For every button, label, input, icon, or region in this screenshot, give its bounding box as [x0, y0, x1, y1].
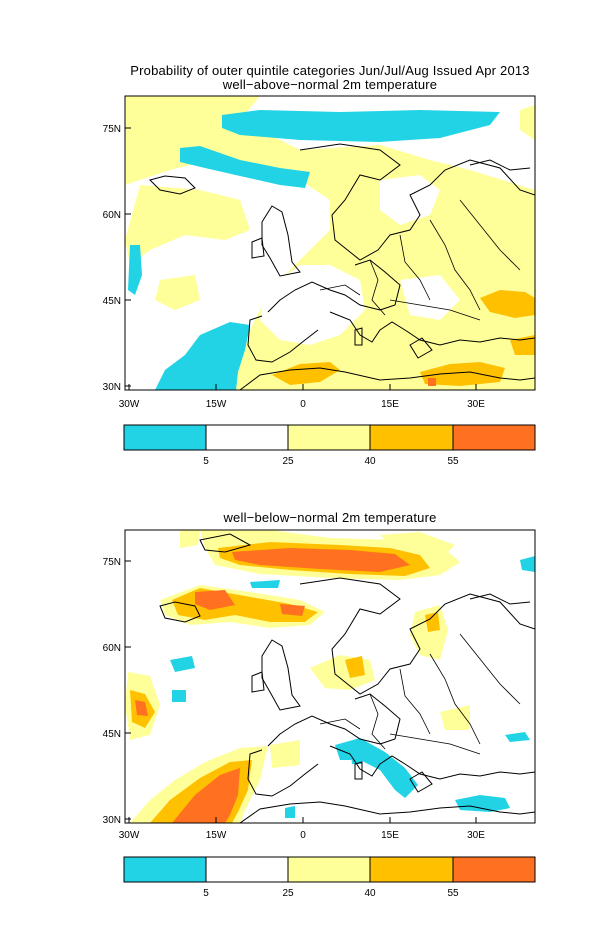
lat-axis-above: 75N 60N 45N 30N: [103, 124, 131, 393]
colorbar-swatch-5-25: [206, 425, 288, 450]
borders-above: [319, 199, 521, 321]
main-title: Probability of outer quintile categories…: [130, 63, 530, 78]
region-below-5: [455, 795, 510, 812]
subtitle-above: well−above−normal 2m temperature: [222, 77, 438, 92]
region-below-5: [505, 732, 530, 742]
subtitle-below: well−below−normal 2m temperature: [223, 510, 437, 525]
lon-tick-label: 15W: [206, 399, 227, 410]
region-below-5: [250, 580, 280, 588]
region-40-55: [425, 612, 440, 632]
lon-axis-below: 30W 15W 0 15E 30E: [119, 817, 485, 841]
region-above-55: [280, 604, 305, 616]
region-above-55: [195, 590, 235, 610]
lat-tick-label: 60N: [103, 643, 121, 654]
coastlines-above: [149, 143, 535, 390]
lon-tick-label: 15W: [206, 830, 227, 841]
lat-tick-label: 45N: [103, 729, 121, 740]
lon-tick-label: 30W: [119, 830, 140, 841]
region-25-40: [125, 96, 215, 150]
colorbar-swatch-40-55: [370, 857, 453, 882]
colorbar-above: 5 25 40 55: [123, 424, 536, 467]
map-frame-above: [124, 95, 536, 391]
colorbar-swatch-25-40: [288, 857, 370, 882]
region-below-5: [180, 146, 310, 188]
colorbar-swatch-below-5: [124, 857, 206, 882]
map-panel-above: 75N 60N 45N 30N 30W 15W 0 15E 30E: [103, 95, 536, 410]
region-25-40: [520, 105, 535, 140]
lon-tick-label: 30W: [119, 399, 140, 410]
region-below-5: [520, 556, 535, 572]
lon-tick-label: 0: [300, 399, 306, 410]
lat-tick-label: 30N: [103, 382, 121, 393]
colorbar-swatch-above-55: [453, 425, 535, 450]
lon-tick-label: 30E: [467, 830, 485, 841]
map-panel-below: 75N 60N 45N 30N 30W 15W 0 15E 30E: [103, 529, 536, 841]
region-25-40: [180, 530, 200, 548]
region-25-40: [310, 655, 375, 690]
region-above-55: [428, 378, 436, 386]
colorbar-swatch-5-25: [206, 857, 288, 882]
lon-tick-label: 15E: [381, 830, 399, 841]
region-40-55: [272, 362, 340, 385]
colorbar-below: 5 25 40 55: [123, 856, 536, 899]
region-5-25: [400, 275, 460, 320]
region-40-55: [480, 290, 535, 318]
region-below-5: [172, 690, 186, 702]
lat-tick-label: 60N: [103, 210, 121, 221]
colorbar-tick-label: 5: [203, 456, 209, 467]
colorbar-tick-label: 55: [447, 456, 459, 467]
region-25-40: [270, 740, 300, 768]
lon-axis-above: 30W 15W 0 15E 30E: [119, 384, 485, 410]
colorbar-tick-label: 25: [282, 888, 294, 899]
region-below-5: [128, 245, 142, 295]
coastlines-below: [159, 533, 535, 823]
region-25-40: [410, 605, 448, 660]
lon-tick-label: 0: [300, 830, 306, 841]
lat-axis-below: 75N 60N 45N 30N: [103, 557, 131, 826]
region-above-55: [172, 768, 240, 823]
region-below-5: [155, 322, 250, 390]
borders-below: [319, 633, 521, 755]
probability-fill-above: [125, 96, 535, 390]
region-above-55: [232, 548, 410, 572]
lon-tick-label: 15E: [381, 399, 399, 410]
lat-tick-label: 45N: [103, 296, 121, 307]
colorbar-tick-label: 40: [364, 888, 376, 899]
colorbar-tick-label: 5: [203, 888, 209, 899]
colorbar-swatch-25-40: [288, 425, 370, 450]
region-25-40: [125, 185, 250, 265]
region-below-5: [335, 738, 418, 798]
lat-tick-label: 75N: [103, 557, 121, 568]
region-below-5: [285, 806, 295, 818]
region-40-55: [420, 362, 505, 386]
region-below-5: [350, 740, 362, 764]
colorbar-swatch-above-55: [453, 857, 535, 882]
map-frame-below: [124, 529, 536, 824]
colorbar-swatch-below-5: [124, 425, 206, 450]
region-25-40: [155, 275, 200, 310]
region-above-55: [135, 700, 148, 716]
lat-tick-label: 30N: [103, 815, 121, 826]
colorbar-tick-label: 40: [364, 456, 376, 467]
colorbar-tick-label: 55: [447, 888, 459, 899]
probability-fill-below: [125, 530, 535, 823]
colorbar-tick-label: 25: [282, 456, 294, 467]
region-below-5: [170, 656, 195, 672]
region-5-25: [260, 265, 365, 345]
colorbar-swatch-40-55: [370, 425, 453, 450]
lon-tick-label: 30E: [467, 399, 485, 410]
region-below-5: [222, 110, 500, 142]
lat-tick-label: 75N: [103, 124, 121, 135]
region-25-40: [440, 705, 470, 730]
region-40-55: [345, 656, 365, 678]
